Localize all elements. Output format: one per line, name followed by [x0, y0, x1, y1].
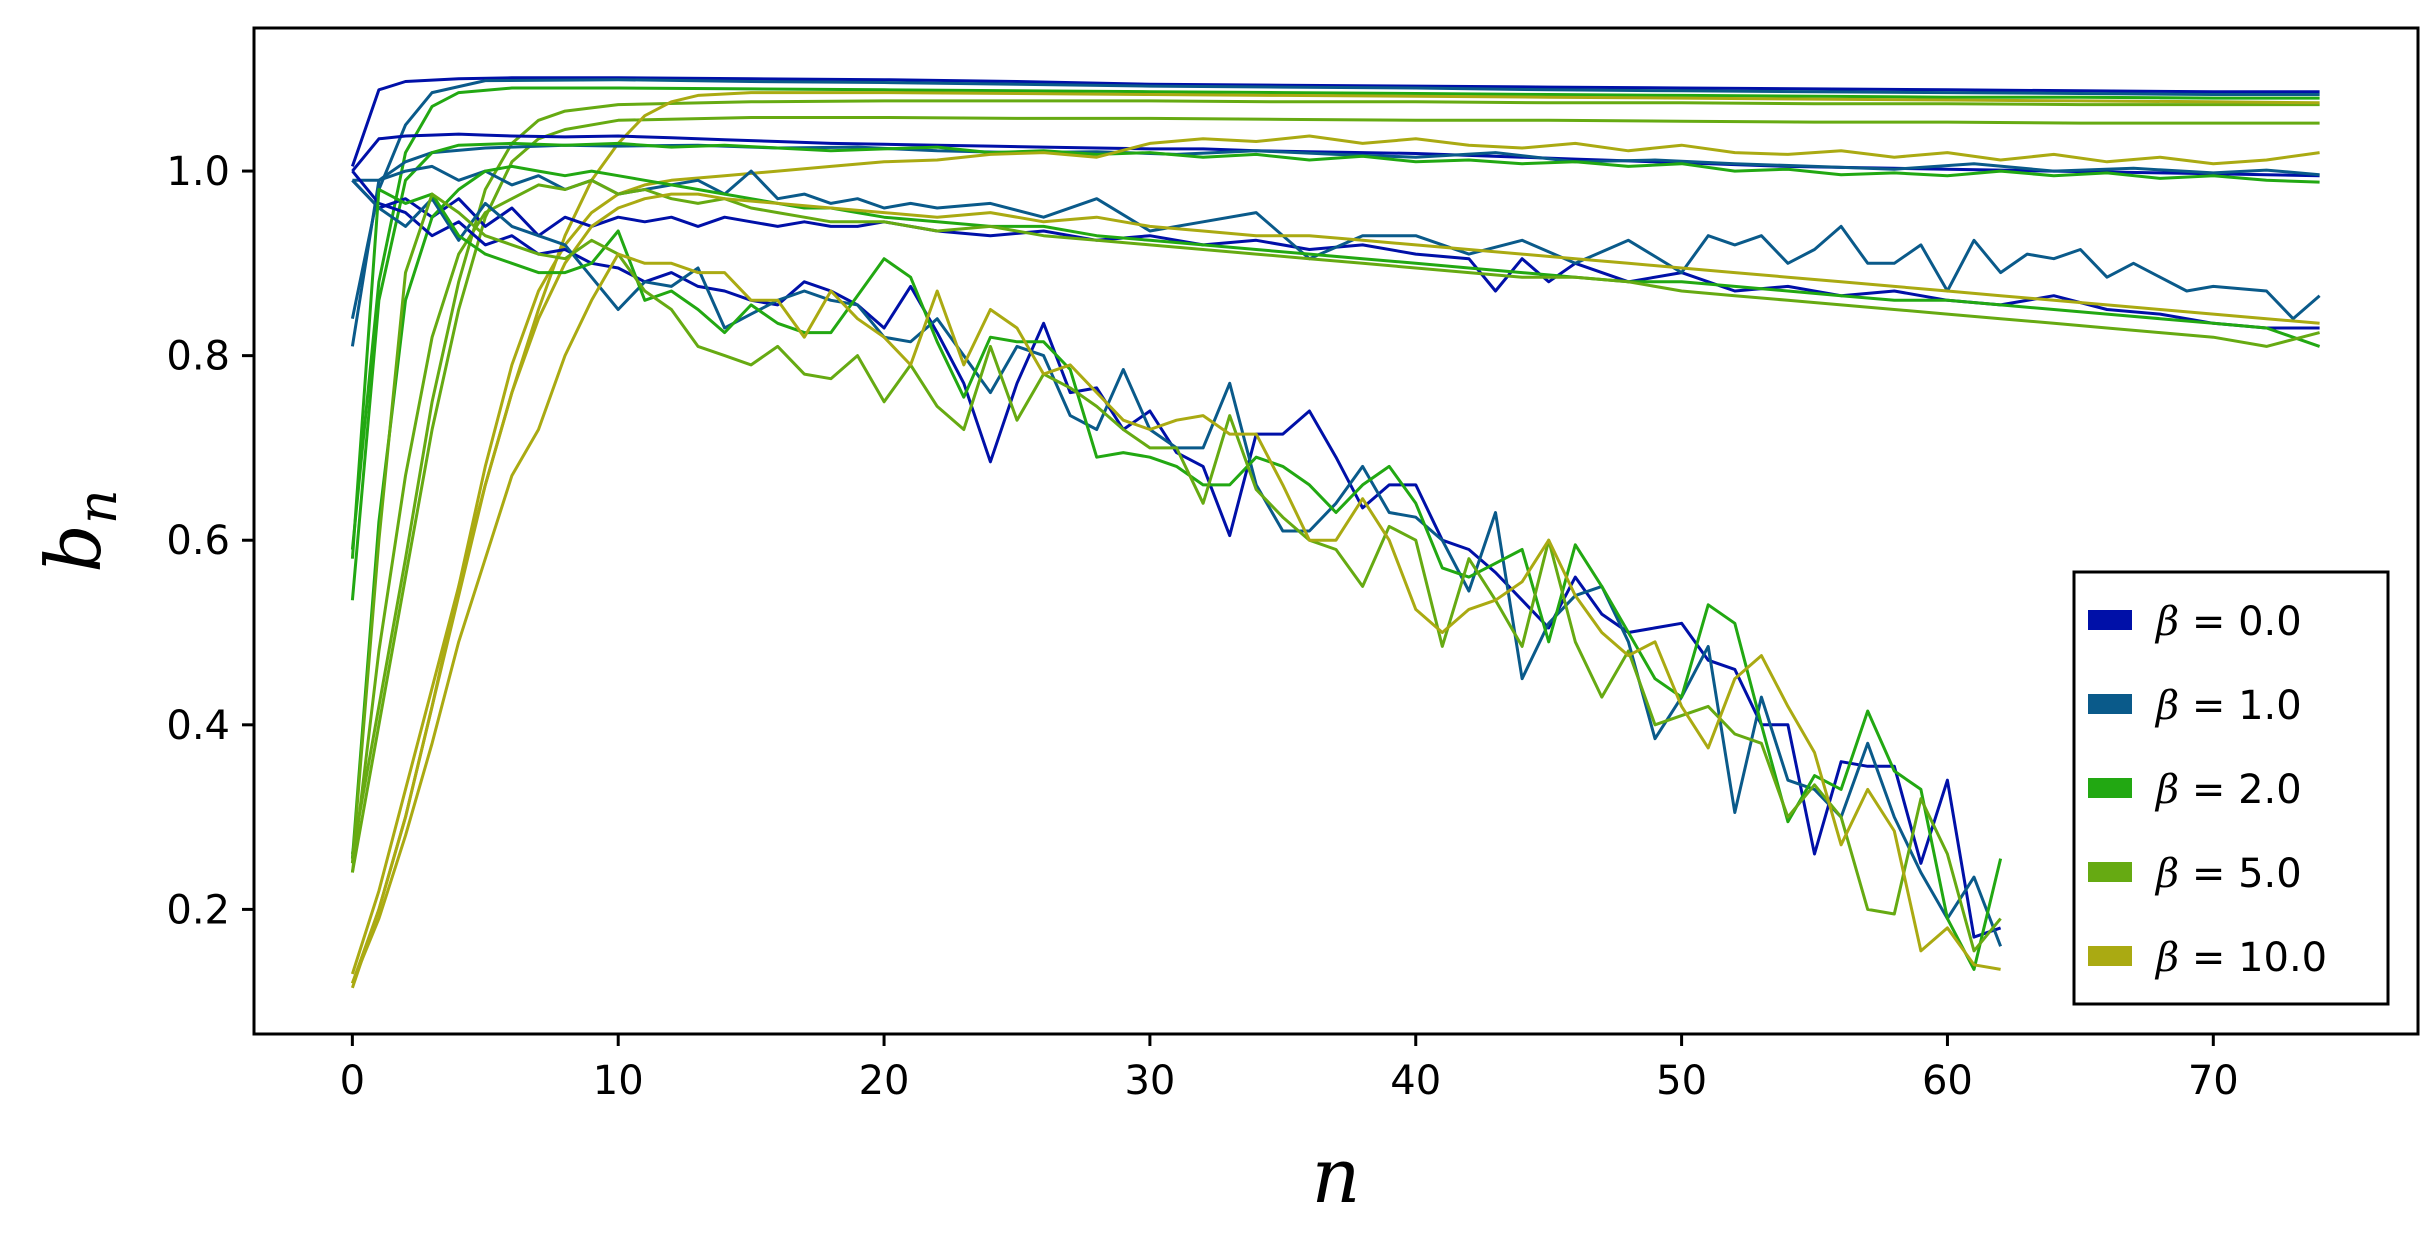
legend-swatch: [2088, 610, 2132, 630]
x-tick-label: 70: [2188, 1058, 2239, 1104]
series-line-12: [350, 164, 2321, 859]
series-line-1: [350, 78, 2320, 320]
y-axis: 0.2 0.4 0.6 0.8 1.0: [166, 149, 254, 933]
series-line-14: [350, 192, 2320, 989]
y-tick-label: 0.6: [166, 518, 230, 564]
legend-swatch: [2088, 778, 2132, 798]
legend-label: β = 5.0: [2154, 851, 2302, 897]
x-axis: 0 10 20 30 40 50 60 70: [340, 1034, 2239, 1104]
x-tick-label: 30: [1124, 1058, 1175, 1104]
series-line-19: [351, 252, 2001, 984]
legend-swatch: [2088, 862, 2132, 882]
series-line-0: [350, 76, 2320, 167]
legend-label-value: = 2.0: [2179, 767, 2302, 813]
series-line-4: [350, 116, 2320, 873]
series-line-2: [350, 86, 2320, 550]
y-axis-label-subscript: n: [66, 489, 129, 524]
y-tick-label: 0.2: [166, 887, 230, 933]
y-tick-label: 0.4: [166, 703, 230, 749]
series-line-3: [350, 99, 2320, 855]
legend-label: β = 1.0: [2154, 683, 2302, 729]
x-tick-label: 60: [1922, 1058, 1973, 1104]
y-tick-label: 1.0: [166, 149, 230, 195]
x-tick-label: 0: [340, 1058, 365, 1104]
legend-label: β = 2.0: [2154, 767, 2302, 813]
series-line-13: [350, 178, 2320, 873]
series-layer: [350, 76, 2321, 989]
legend-label-value: = 1.0: [2179, 683, 2302, 729]
series-line-8: [350, 141, 2320, 601]
legend-label: β = 0.0: [2154, 599, 2302, 645]
legend-label-symbol: β: [2154, 767, 2179, 813]
legend-swatch: [2088, 946, 2132, 966]
y-axis-label-main: b: [29, 524, 118, 573]
x-tick-label: 50: [1656, 1058, 1707, 1104]
x-axis-label: n: [1312, 1131, 1361, 1220]
series-line-17: [350, 188, 2003, 971]
legend-label-value: = 0.0: [2179, 599, 2302, 645]
series-line-18: [350, 192, 2002, 953]
legend: β = 0.0β = 1.0β = 2.0β = 5.0β = 10.0: [2072, 570, 2390, 1006]
series-line-9: [350, 134, 2320, 984]
legend-label-value: = 10.0: [2179, 935, 2327, 981]
legend-label-symbol: β: [2154, 599, 2179, 645]
x-tick-label: 40: [1390, 1058, 1441, 1104]
series-line-15: [351, 170, 2002, 939]
x-tick-label: 10: [593, 1058, 644, 1104]
legend-label-symbol: β: [2154, 851, 2179, 897]
legend-label-value: = 5.0: [2179, 851, 2302, 897]
y-tick-label: 0.8: [166, 334, 230, 380]
legend-label-symbol: β: [2154, 935, 2179, 981]
x-tick-label: 20: [859, 1058, 910, 1104]
series-line-7: [350, 143, 2320, 347]
legend-swatch: [2088, 694, 2132, 714]
legend-label-symbol: β: [2154, 683, 2179, 729]
y-axis-label: bn: [29, 489, 129, 572]
plot-frame: [252, 26, 2420, 1036]
legend-label: β = 10.0: [2154, 935, 2327, 981]
